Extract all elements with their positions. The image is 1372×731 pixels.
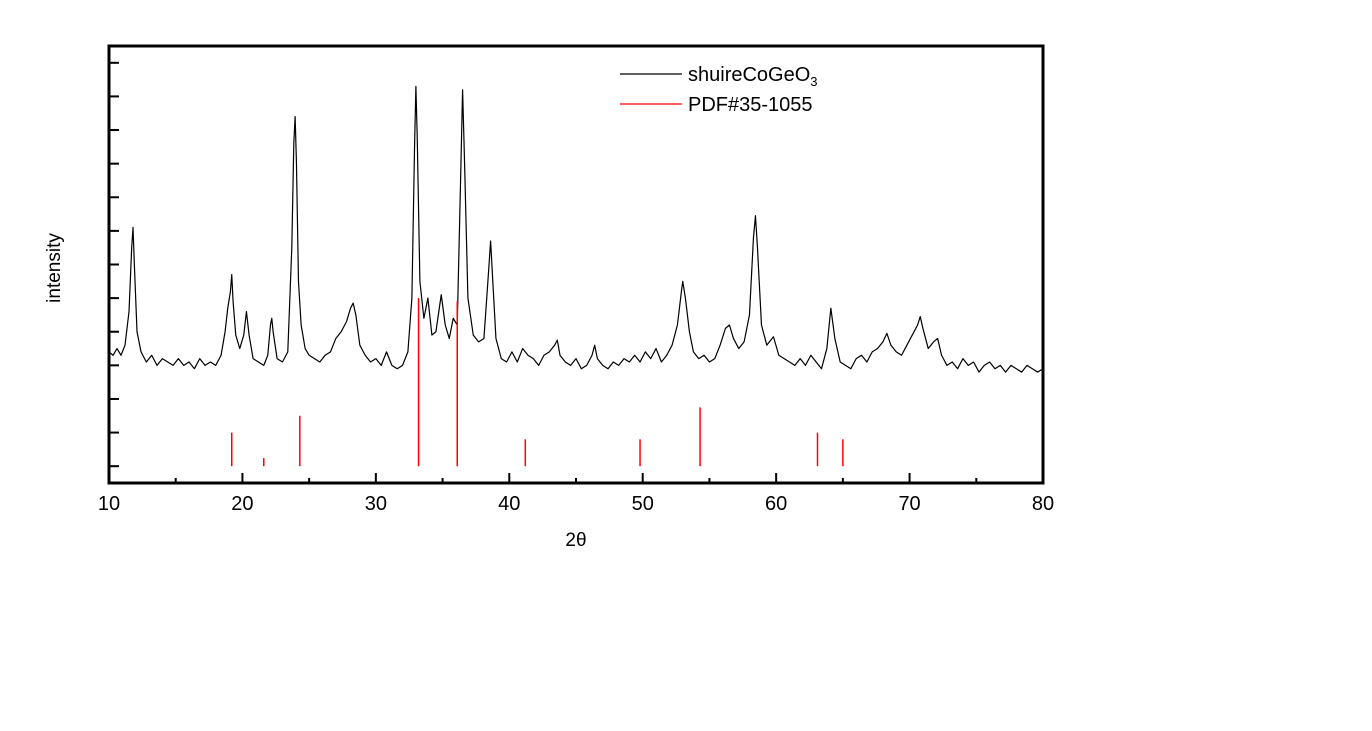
x-tick-label: 50 — [632, 493, 654, 515]
x-tick-label: 60 — [765, 493, 787, 515]
x-tick-label: 40 — [498, 493, 520, 515]
x-tick-label: 70 — [898, 493, 920, 515]
x-axis-title: 2θ — [565, 530, 586, 551]
x-tick-label: 30 — [365, 493, 387, 515]
plot-frame — [107, 44, 1045, 485]
legend-label: shuireCoGeO3 — [688, 64, 818, 89]
x-tick-label: 10 — [98, 493, 120, 515]
y-axis-title: intensity — [44, 233, 65, 303]
x-tick-label: 20 — [231, 493, 253, 515]
legend-label: PDF#35-1055 — [688, 94, 813, 116]
x-tick-label: 80 — [1032, 493, 1054, 515]
data-line — [108, 85, 1044, 373]
